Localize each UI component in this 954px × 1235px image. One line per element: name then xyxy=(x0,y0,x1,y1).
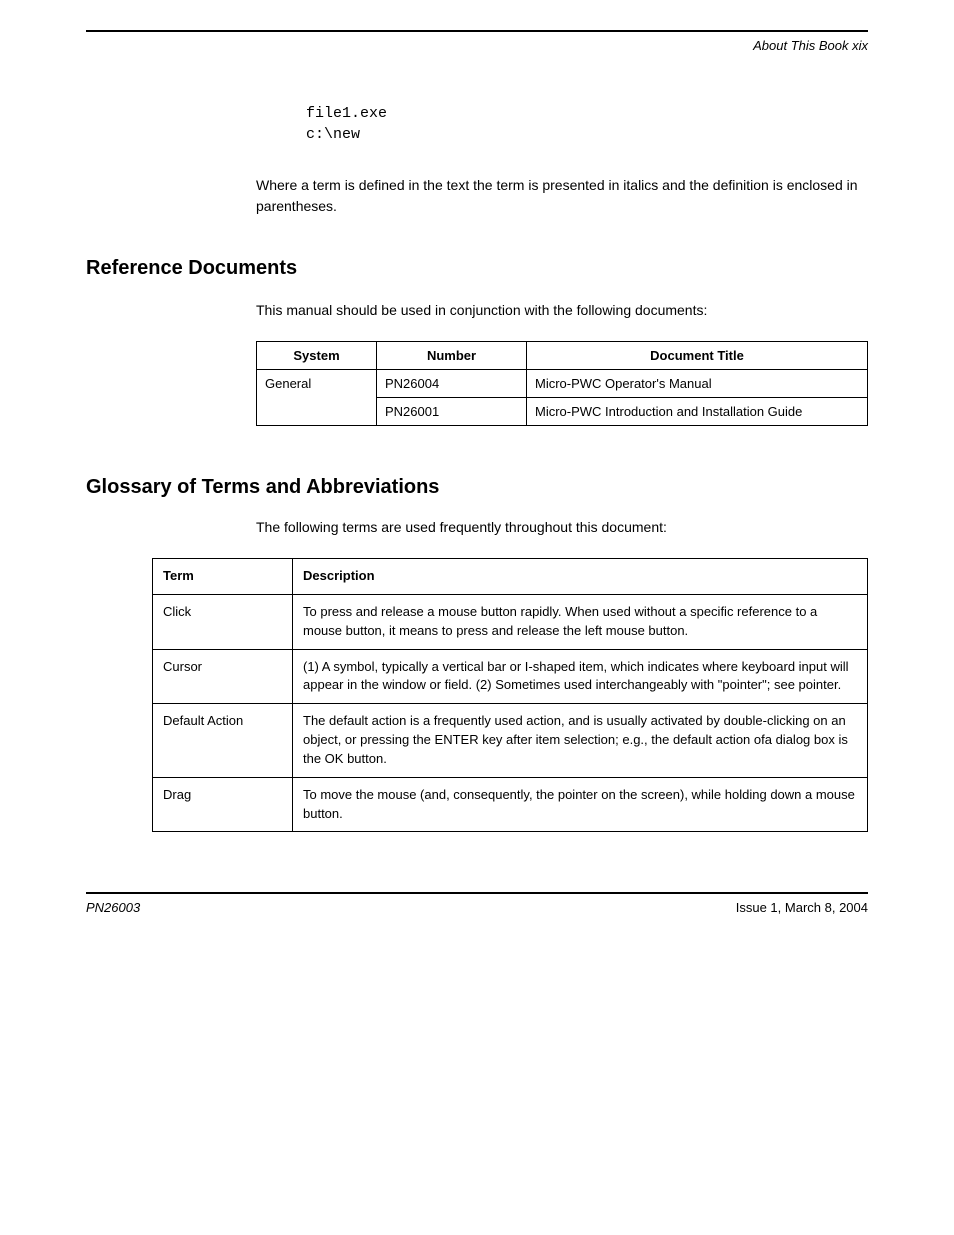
header-rule xyxy=(86,30,868,32)
table-row: Cursor (1) A symbol, typically a vertica… xyxy=(153,649,868,704)
col-header-number: Number xyxy=(377,342,527,370)
page-footer: PN26003 Issue 1, March 8, 2004 xyxy=(86,892,868,915)
col-header-term: Term xyxy=(153,559,293,595)
cell-description: (1) A symbol, typically a vertical bar o… xyxy=(293,649,868,704)
col-header-description: Description xyxy=(293,559,868,595)
cell-description: To move the mouse (and, consequently, th… xyxy=(293,777,868,832)
cell-title: Micro-PWC Operator's Manual xyxy=(527,370,868,398)
table-row: PN26001 Micro-PWC Introduction and Insta… xyxy=(257,398,868,426)
cell-term: Drag xyxy=(153,777,293,832)
reference-documents-table: System Number Document Title General PN2… xyxy=(256,341,868,426)
cell-term: Default Action xyxy=(153,704,293,778)
table-header-row: System Number Document Title xyxy=(257,342,868,370)
footer-left: PN26003 xyxy=(86,900,140,915)
reference-documents-heading: Reference Documents xyxy=(86,257,868,280)
term-definition-paragraph: Where a term is defined in the text the … xyxy=(256,175,868,217)
glossary-table: Term Description Click To press and rele… xyxy=(152,558,868,832)
cell-system: General xyxy=(257,370,377,398)
col-header-system: System xyxy=(257,342,377,370)
table-row: General PN26004 Micro-PWC Operator's Man… xyxy=(257,370,868,398)
glossary-heading: Glossary of Terms and Abbreviations xyxy=(86,476,868,499)
code-line-2: c:\new xyxy=(306,124,868,145)
cell-number: PN26004 xyxy=(377,370,527,398)
table-header-row: Term Description xyxy=(153,559,868,595)
glossary-intro: The following terms are used frequently … xyxy=(256,517,868,538)
cell-term: Cursor xyxy=(153,649,293,704)
reference-documents-intro: This manual should be used in conjunctio… xyxy=(256,300,868,321)
col-header-title: Document Title xyxy=(527,342,868,370)
code-example: file1.exe c:\new xyxy=(306,103,868,145)
footer-right: Issue 1, March 8, 2004 xyxy=(736,900,868,915)
page-header-right: About This Book xix xyxy=(86,38,868,53)
table-row: Default Action The default action is a f… xyxy=(153,704,868,778)
cell-title: Micro-PWC Introduction and Installation … xyxy=(527,398,868,426)
cell-term: Click xyxy=(153,594,293,649)
cell-description: To press and release a mouse button rapi… xyxy=(293,594,868,649)
table-row: Drag To move the mouse (and, consequentl… xyxy=(153,777,868,832)
cell-number: PN26001 xyxy=(377,398,527,426)
code-line-1: file1.exe xyxy=(306,103,868,124)
cell-system xyxy=(257,398,377,426)
table-row: Click To press and release a mouse butto… xyxy=(153,594,868,649)
cell-description: The default action is a frequently used … xyxy=(293,704,868,778)
